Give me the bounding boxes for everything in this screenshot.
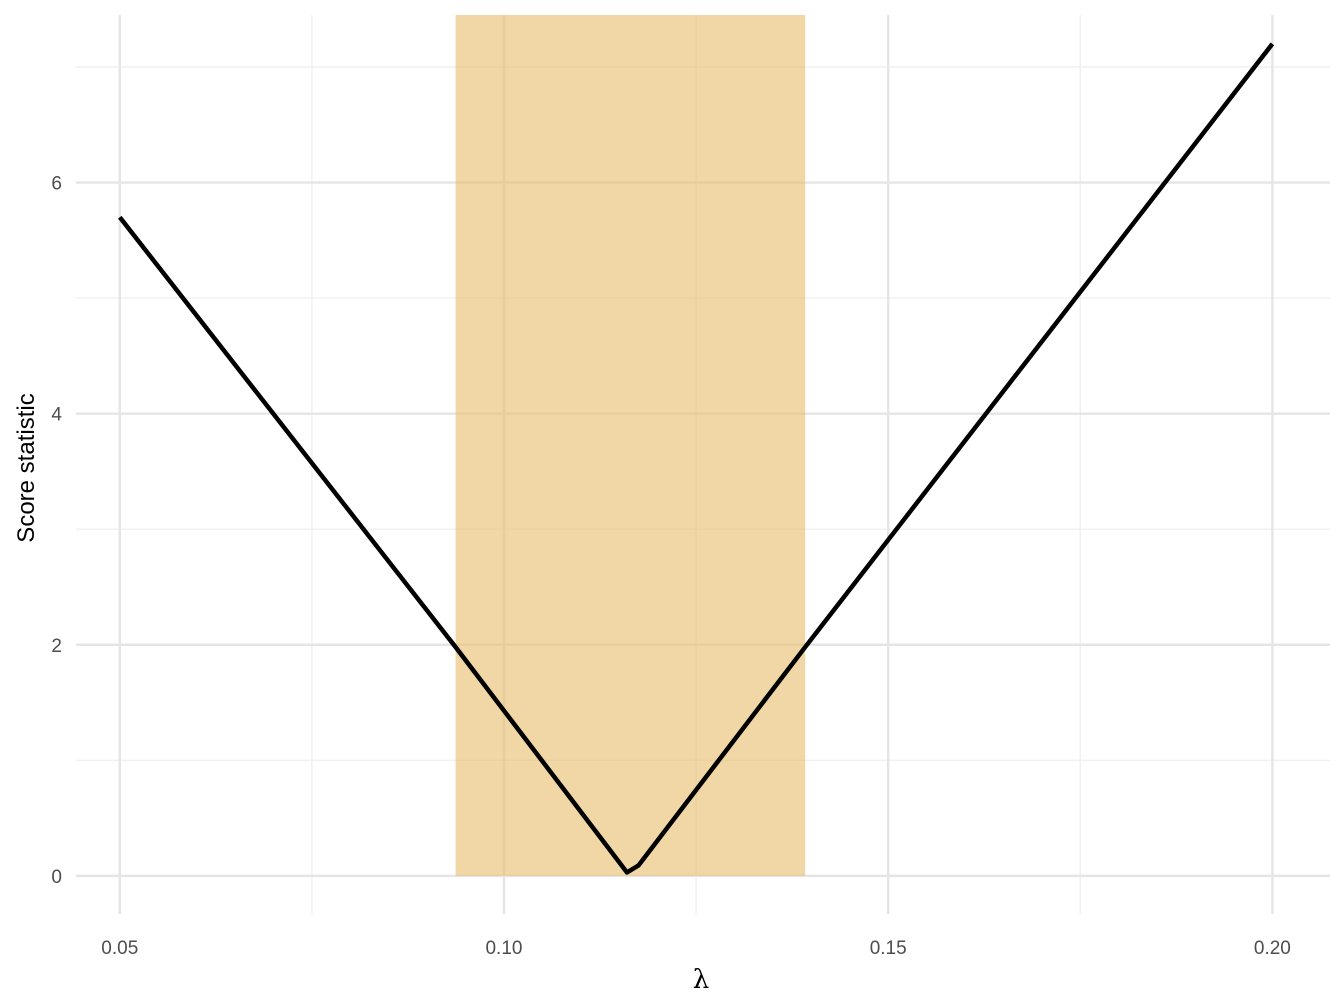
interval-band <box>455 15 806 876</box>
y-tick-label: 2 <box>51 636 62 657</box>
y-axis-title: Score statistic <box>13 393 40 542</box>
x-tick-label: 0.20 <box>1254 938 1291 959</box>
x-tick-label: 0.05 <box>101 938 138 959</box>
line-layer <box>118 42 1275 875</box>
interval-band-layer <box>455 15 806 876</box>
y-tick-label: 6 <box>51 174 62 195</box>
y-tick-label: 0 <box>51 867 62 888</box>
x-axis-title: λ <box>693 965 709 995</box>
y-axis-ticks: 0 2 4 6 <box>51 174 62 888</box>
score-statistic-line <box>118 42 1275 875</box>
y-tick-label: 4 <box>51 405 62 426</box>
x-tick-label: 0.10 <box>485 938 522 959</box>
x-tick-label: 0.15 <box>870 938 907 959</box>
x-axis-ticks: 0.05 0.10 0.15 0.20 <box>101 938 1291 959</box>
